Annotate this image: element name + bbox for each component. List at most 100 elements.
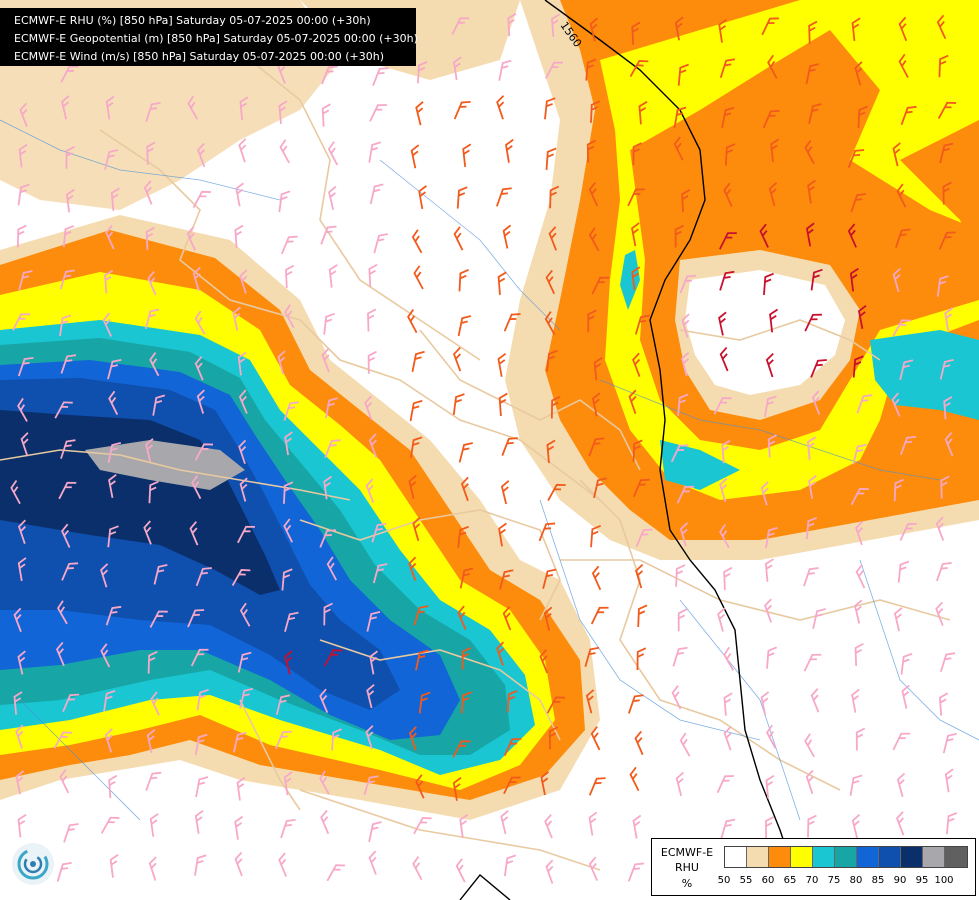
- wind-barb: [498, 392, 508, 417]
- wind-barb: [279, 139, 290, 164]
- wind-barb: [239, 96, 249, 120]
- wind-barb: [591, 565, 602, 591]
- wind-barb: [935, 601, 944, 627]
- wind-barb: [238, 138, 247, 163]
- wind-barb: [194, 443, 214, 461]
- wind-barb: [546, 349, 558, 372]
- wind-barb: [765, 526, 778, 549]
- wind-barb: [852, 443, 867, 465]
- wind-barb: [674, 224, 684, 248]
- wind-barb: [805, 769, 814, 795]
- wind-barb: [12, 313, 31, 331]
- wind-barb: [283, 771, 293, 796]
- wind-barb: [18, 270, 33, 291]
- wind-barb: [803, 567, 819, 587]
- wind-barb: [147, 651, 158, 674]
- wind-barb: [804, 140, 815, 165]
- wind-barb: [10, 480, 21, 505]
- wind-barb: [892, 267, 901, 293]
- wind-barb: [415, 101, 424, 126]
- wind-barb: [632, 352, 641, 377]
- wind-barb: [17, 557, 27, 582]
- wind-barb: [847, 149, 865, 168]
- wind-barb: [56, 600, 68, 625]
- wind-barb: [284, 431, 293, 456]
- wind-barb: [502, 224, 512, 249]
- wind-barb: [144, 308, 160, 329]
- wind-barb: [942, 732, 957, 754]
- wind-barb: [676, 485, 695, 504]
- wind-barb: [847, 223, 857, 248]
- wind-barb: [457, 525, 469, 548]
- wind-barb: [584, 646, 600, 667]
- wind-barb: [237, 525, 256, 544]
- wind-barb: [719, 477, 728, 503]
- wind-barb: [407, 309, 418, 334]
- wind-barb: [671, 685, 682, 710]
- wind-barb: [372, 67, 389, 86]
- wind-barb: [588, 856, 598, 881]
- wind-barb: [719, 58, 736, 79]
- wind-barb: [186, 226, 196, 251]
- wind-barb: [854, 61, 863, 86]
- wind-barb: [324, 397, 339, 419]
- legend-swatch: [813, 847, 835, 867]
- wind-barb: [413, 817, 432, 835]
- wind-barb: [319, 770, 330, 795]
- wind-barb: [506, 690, 518, 713]
- wind-barb: [718, 311, 727, 336]
- wind-barb: [590, 100, 601, 123]
- wind-barb: [550, 13, 561, 37]
- wind-barb: [410, 436, 423, 459]
- wind-barb: [542, 568, 557, 590]
- wind-barb: [587, 309, 597, 333]
- wind-barb: [105, 225, 115, 250]
- wind-barb: [635, 528, 653, 548]
- wind-barb: [891, 392, 901, 417]
- wind-barb: [411, 350, 425, 372]
- title-geopotential: ECMWF-E Geopotential (m) [850 hPa] Satur…: [14, 32, 418, 45]
- wind-barb: [764, 395, 777, 418]
- wind-barb: [677, 63, 689, 86]
- wind-barb: [935, 562, 952, 582]
- wind-barb: [278, 852, 287, 877]
- wind-barb: [18, 143, 28, 168]
- wind-barb: [724, 143, 736, 166]
- wind-barb: [237, 651, 252, 673]
- wind-barb: [408, 474, 417, 500]
- wind-barb: [631, 266, 641, 291]
- wind-barb: [632, 439, 643, 463]
- wind-barb: [455, 858, 466, 883]
- wind-barb: [107, 358, 122, 380]
- wind-barb: [857, 304, 867, 329]
- wind-barb: [892, 319, 911, 337]
- wind-barb: [894, 228, 911, 248]
- wind-barb: [194, 810, 204, 834]
- wind-barb: [365, 725, 374, 750]
- wind-barb: [545, 859, 554, 884]
- wind-barb: [61, 562, 79, 581]
- wind-barb: [498, 59, 512, 81]
- wind-barb: [197, 142, 206, 168]
- wind-barb: [807, 814, 817, 838]
- title-rhu: ECMWF-E RHU (%) [850 hPa] Saturday 05-07…: [14, 14, 371, 27]
- legend-tick-label: 100: [934, 875, 954, 886]
- wind-barb: [319, 688, 329, 713]
- wind-barb: [143, 520, 152, 545]
- wind-barb: [107, 525, 119, 548]
- wind-barb: [239, 602, 251, 627]
- wind-barb: [546, 439, 556, 464]
- wind-barb: [19, 102, 28, 128]
- wind-barb: [100, 563, 109, 588]
- wind-barb: [366, 683, 375, 709]
- wind-barb: [365, 478, 375, 503]
- wind-barb: [585, 689, 595, 714]
- wind-barb: [58, 481, 77, 500]
- wind-barb: [593, 477, 607, 499]
- wind-barb: [759, 223, 769, 248]
- wind-barb: [418, 691, 431, 714]
- wind-barb: [723, 692, 733, 716]
- wind-barb: [767, 434, 777, 458]
- wind-barb: [145, 226, 155, 250]
- wind-barb: [451, 17, 470, 35]
